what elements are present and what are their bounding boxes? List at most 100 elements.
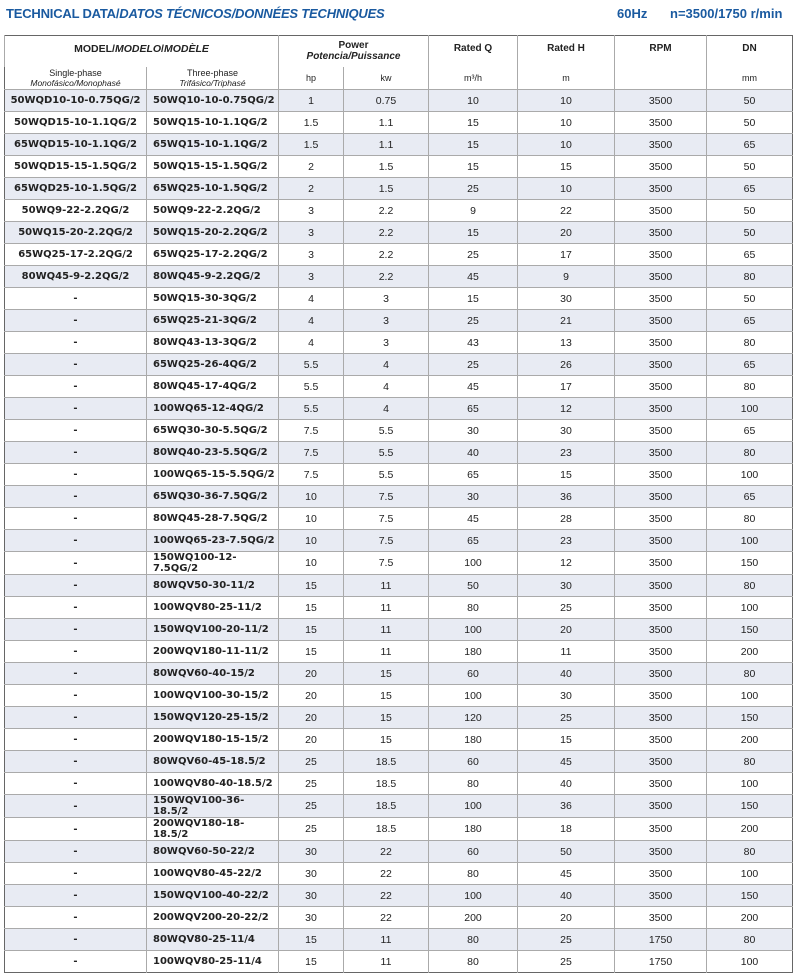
three-phase-model: 80WQ45-28-7.5QG/2 (146, 507, 279, 530)
rpm: 3500 (614, 463, 707, 486)
rated-h: 10 (517, 89, 615, 112)
single-phase-model: - (4, 928, 147, 951)
single-phase-model: - (4, 862, 147, 885)
dn: 50 (706, 155, 793, 178)
rated-q: 60 (428, 750, 518, 773)
single-phase-model: - (4, 684, 147, 707)
single-phase-model: - (4, 309, 147, 332)
rated-q: 200 (428, 906, 518, 929)
dn: 100 (706, 772, 793, 795)
power-sub: Potencia/Puissance (306, 51, 401, 62)
table-row: -150WQV120-25-15/2 20 15 120 25 3500 150 (4, 706, 793, 729)
dn: 200 (706, 728, 793, 751)
rated-q: 15 (428, 287, 518, 310)
dn: 50 (706, 89, 793, 112)
rated-h: 45 (517, 750, 615, 773)
kw: 1.5 (343, 155, 429, 178)
dn: 100 (706, 529, 793, 552)
kw: 15 (343, 706, 429, 729)
dn: 65 (706, 353, 793, 376)
rpm: 3500 (614, 772, 707, 795)
rated-h: 10 (517, 177, 615, 200)
hp: 20 (278, 706, 344, 729)
hp: 10 (278, 485, 344, 508)
kw: 4 (343, 375, 429, 398)
rated-h: 12 (517, 551, 615, 575)
three-phase-model: 65WQ25-26-4QG/2 (146, 353, 279, 376)
single-phase-model: 65WQ25-17-2.2QG/2 (4, 243, 147, 266)
rpm: 3500 (614, 243, 707, 266)
kw: 22 (343, 906, 429, 929)
page-title: TECHNICAL DATA/DATOS TÉCNICOS/DONNÉES TE… (6, 6, 385, 21)
table-row: -80WQ45-28-7.5QG/2 10 7.5 45 28 3500 80 (4, 507, 793, 530)
rated-h: 17 (517, 375, 615, 398)
rated-q: 80 (428, 772, 518, 795)
dn: 80 (706, 662, 793, 685)
three-phase-model: 50WQ15-20-2.2QG/2 (146, 221, 279, 244)
kw: 18.5 (343, 750, 429, 773)
dn: 50 (706, 287, 793, 310)
hp: 15 (278, 950, 344, 973)
table-row: -50WQ15-30-3QG/2 4 3 15 30 3500 50 (4, 287, 793, 310)
rated-q: 65 (428, 529, 518, 552)
table-row: 80WQ45-9-2.2QG/2 80WQ45-9-2.2QG/2 3 2.2 45 9 3… (4, 265, 793, 288)
single-phase-model: - (4, 463, 147, 486)
three-phase-model: 200WQV180-18-18.5/2 (146, 817, 279, 841)
rated-q: 50 (428, 574, 518, 597)
rpm: 3500 (614, 750, 707, 773)
rated-h: 15 (517, 155, 615, 178)
table-row: 50WQD15-10-1.1QG/2 50WQ15-10-1.1QG/2 1.5 1.… (4, 111, 793, 134)
rpm: 3500 (614, 441, 707, 464)
hp: 15 (278, 574, 344, 597)
hp: 1.5 (278, 111, 344, 134)
kw: 2.2 (343, 199, 429, 222)
kw: 2.2 (343, 221, 429, 244)
dn: 100 (706, 463, 793, 486)
rpm: 3500 (614, 331, 707, 354)
hp: 7.5 (278, 463, 344, 486)
single-label: Single-phase (49, 68, 102, 78)
table-row: -200WQV180-18-18.5/2 25 18.5 180 18 3500 200 (4, 817, 793, 841)
kw: 1.1 (343, 111, 429, 134)
dn-header: DN (706, 35, 793, 67)
kw: 4 (343, 397, 429, 420)
kw-unit: kw (343, 67, 429, 90)
three-phase-model: 100WQV80-40-18.5/2 (146, 772, 279, 795)
table-row: -150WQV100-20-11/2 15 11 100 20 3500 150 (4, 618, 793, 641)
kw: 18.5 (343, 817, 429, 841)
three-phase-model: 50WQ15-10-1.1QG/2 (146, 111, 279, 134)
hp: 15 (278, 928, 344, 951)
rated-q: 80 (428, 928, 518, 951)
table-row: -200WQV180-11-11/2 15 11 180 11 3500 200 (4, 640, 793, 663)
three-phase-model: 65WQ30-36-7.5QG/2 (146, 485, 279, 508)
hp-unit: hp (278, 67, 344, 90)
rpm: 3500 (614, 111, 707, 134)
table-row: -100WQV80-25-11/2 15 11 80 25 3500 100 (4, 596, 793, 619)
single-phase-model: 80WQ45-9-2.2QG/2 (4, 265, 147, 288)
rated-h: 12 (517, 397, 615, 420)
hp: 15 (278, 596, 344, 619)
table-row: -80WQ43-13-3QG/2 4 3 43 13 3500 80 (4, 331, 793, 354)
hp: 2 (278, 177, 344, 200)
rpm: 3500 (614, 906, 707, 929)
rpm: 3500 (614, 265, 707, 288)
rated-h: 9 (517, 265, 615, 288)
dn: 50 (706, 111, 793, 134)
dn: 80 (706, 928, 793, 951)
hp: 30 (278, 862, 344, 885)
three-phase-model: 150WQ100-12-7.5QG/2 (146, 551, 279, 575)
table-row: 50WQD10-10-0.75QG/2 50WQ10-10-0.75QG/2 1 0.… (4, 89, 793, 112)
table-row: -80WQ40-23-5.5QG/2 7.5 5.5 40 23 3500 80 (4, 441, 793, 464)
table-row: -65WQ25-21-3QG/2 4 3 25 21 3500 65 (4, 309, 793, 332)
rpm: 3500 (614, 485, 707, 508)
three-phase-model: 50WQ10-10-0.75QG/2 (146, 89, 279, 112)
rated-q: 60 (428, 840, 518, 863)
rpm-header: RPM (614, 35, 707, 67)
rated-h: 13 (517, 331, 615, 354)
single-phase-model: - (4, 287, 147, 310)
single-phase-model: - (4, 419, 147, 442)
hp: 15 (278, 618, 344, 641)
table-row: -150WQV100-36-18.5/2 25 18.5 100 36 3500 150 (4, 794, 793, 818)
table-row: -80WQV60-50-22/2 30 22 60 50 3500 80 (4, 840, 793, 863)
single-phase-model: - (4, 353, 147, 376)
